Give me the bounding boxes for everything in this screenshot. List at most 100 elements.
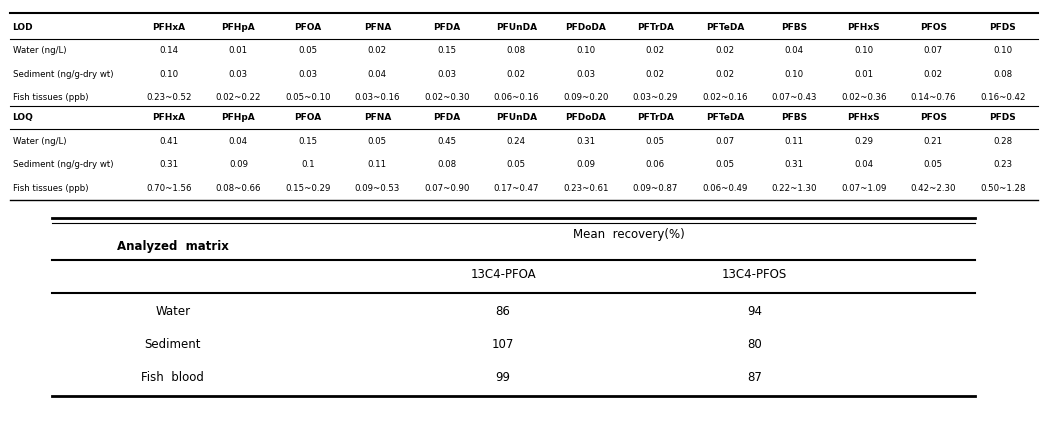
Text: PFNA: PFNA [364, 23, 391, 32]
Text: 0.23~0.61: 0.23~0.61 [563, 183, 609, 193]
Text: Fish tissues (ppb): Fish tissues (ppb) [13, 93, 88, 102]
Text: 0.03: 0.03 [228, 70, 248, 79]
Text: 0.06~0.16: 0.06~0.16 [494, 93, 539, 102]
Text: 0.03: 0.03 [576, 70, 595, 79]
Text: 0.17~0.47: 0.17~0.47 [494, 183, 539, 193]
Text: 0.04: 0.04 [785, 46, 804, 55]
Text: 0.29: 0.29 [854, 136, 873, 146]
Text: 0.07: 0.07 [923, 46, 943, 55]
Text: 13C4-PFOS: 13C4-PFOS [722, 268, 787, 281]
Text: PFBS: PFBS [781, 23, 807, 32]
Text: 0.08: 0.08 [507, 46, 526, 55]
Text: PFOA: PFOA [294, 113, 322, 122]
Text: 0.04: 0.04 [228, 136, 248, 146]
Text: 0.02: 0.02 [507, 70, 526, 79]
Text: 0.42~2.30: 0.42~2.30 [911, 183, 956, 193]
Text: 99: 99 [496, 371, 510, 384]
Text: 0.31: 0.31 [576, 136, 595, 146]
Text: 0.01: 0.01 [854, 70, 873, 79]
Text: LOQ: LOQ [13, 113, 34, 122]
Text: 0.02: 0.02 [923, 70, 943, 79]
Text: PFNA: PFNA [364, 113, 391, 122]
Text: 0.03: 0.03 [299, 70, 318, 79]
Text: 0.02~0.30: 0.02~0.30 [424, 93, 470, 102]
Text: PFDA: PFDA [433, 23, 460, 32]
Text: 0.09~0.53: 0.09~0.53 [354, 183, 400, 193]
Text: 0.09~0.87: 0.09~0.87 [633, 183, 678, 193]
Text: PFHxS: PFHxS [848, 113, 880, 122]
Text: 0.01: 0.01 [228, 46, 248, 55]
Text: 80: 80 [747, 338, 762, 351]
Text: 0.10: 0.10 [159, 70, 178, 79]
Text: 0.05: 0.05 [299, 46, 318, 55]
Text: 0.10: 0.10 [994, 46, 1012, 55]
Text: 0.50~1.28: 0.50~1.28 [980, 183, 1026, 193]
Text: PFDS: PFDS [989, 113, 1017, 122]
Text: PFDS: PFDS [989, 23, 1017, 32]
Text: 0.11: 0.11 [785, 136, 804, 146]
Text: 0.06~0.49: 0.06~0.49 [702, 183, 747, 193]
Text: PFHpA: PFHpA [221, 113, 256, 122]
Text: 0.02: 0.02 [715, 46, 735, 55]
Text: 0.15~0.29: 0.15~0.29 [285, 183, 330, 193]
Text: PFTeDA: PFTeDA [705, 113, 744, 122]
Text: PFDoDA: PFDoDA [565, 23, 607, 32]
Text: PFTrDA: PFTrDA [637, 113, 674, 122]
Text: LOD: LOD [13, 23, 34, 32]
Text: 0.14: 0.14 [159, 46, 178, 55]
Text: 0.31: 0.31 [159, 160, 178, 169]
Text: 0.31: 0.31 [785, 160, 804, 169]
Text: 0.05~0.10: 0.05~0.10 [285, 93, 330, 102]
Text: 87: 87 [747, 371, 762, 384]
Text: 0.15: 0.15 [437, 46, 457, 55]
Text: 0.05: 0.05 [923, 160, 943, 169]
Text: 86: 86 [496, 304, 510, 318]
Text: Fish tissues (ppb): Fish tissues (ppb) [13, 183, 88, 193]
Text: 0.10: 0.10 [785, 70, 804, 79]
Text: 0.03: 0.03 [437, 70, 457, 79]
Text: 0.10: 0.10 [576, 46, 595, 55]
Text: 0.04: 0.04 [368, 70, 387, 79]
Text: 0.05: 0.05 [646, 136, 664, 146]
Text: 0.22~1.30: 0.22~1.30 [771, 183, 817, 193]
Text: 0.45: 0.45 [437, 136, 457, 146]
Text: 0.07: 0.07 [715, 136, 735, 146]
Text: 0.16~0.42: 0.16~0.42 [980, 93, 1026, 102]
Text: 13C4-PFOA: 13C4-PFOA [471, 268, 536, 281]
Text: 0.1: 0.1 [301, 160, 314, 169]
Text: 0.07~1.09: 0.07~1.09 [842, 183, 887, 193]
Text: PFTrDA: PFTrDA [637, 23, 674, 32]
Text: PFDoDA: PFDoDA [565, 113, 607, 122]
Text: 0.06: 0.06 [646, 160, 664, 169]
Text: 0.02: 0.02 [646, 46, 664, 55]
Text: Fish  blood: Fish blood [141, 371, 204, 384]
Text: 0.09: 0.09 [576, 160, 595, 169]
Text: PFOS: PFOS [920, 23, 946, 32]
Text: 0.03~0.29: 0.03~0.29 [633, 93, 678, 102]
Text: PFHxA: PFHxA [152, 23, 185, 32]
Text: 0.14~0.76: 0.14~0.76 [911, 93, 956, 102]
Text: 0.02~0.16: 0.02~0.16 [702, 93, 747, 102]
Text: PFHxS: PFHxS [848, 23, 880, 32]
Text: 0.15: 0.15 [299, 136, 318, 146]
Text: 0.07~0.43: 0.07~0.43 [771, 93, 817, 102]
Text: Water (ng/L): Water (ng/L) [13, 136, 66, 146]
Text: 0.70~1.56: 0.70~1.56 [146, 183, 192, 193]
Text: Sediment: Sediment [145, 338, 201, 351]
Text: PFUnDA: PFUnDA [496, 113, 537, 122]
Text: 0.10: 0.10 [854, 46, 873, 55]
Text: 0.07~0.90: 0.07~0.90 [424, 183, 470, 193]
Text: 0.09: 0.09 [228, 160, 248, 169]
Text: PFOS: PFOS [920, 113, 946, 122]
Text: PFHxA: PFHxA [152, 113, 185, 122]
Text: PFUnDA: PFUnDA [496, 23, 537, 32]
Text: PFDA: PFDA [433, 113, 460, 122]
Text: 0.41: 0.41 [159, 136, 178, 146]
Text: 0.02~0.22: 0.02~0.22 [216, 93, 261, 102]
Text: 0.05: 0.05 [368, 136, 387, 146]
Text: PFBS: PFBS [781, 113, 807, 122]
Text: 0.05: 0.05 [507, 160, 526, 169]
Text: 107: 107 [492, 338, 515, 351]
Text: 0.21: 0.21 [923, 136, 943, 146]
Text: Water (ng/L): Water (ng/L) [13, 46, 66, 55]
